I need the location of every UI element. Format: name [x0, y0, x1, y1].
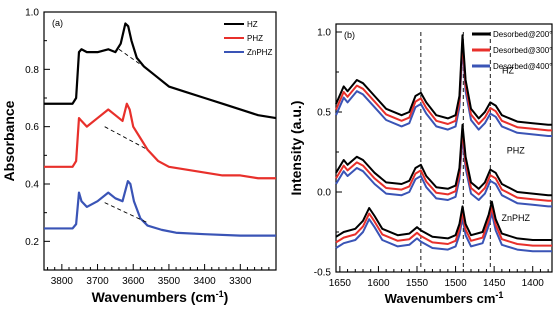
x-tick-label: 1500 [444, 278, 467, 289]
y-tick-label: 0.6 [25, 122, 39, 133]
y-tick-label: 0.4 [25, 180, 39, 191]
series-line-phz [44, 102, 276, 180]
x-axis-title: Wavenumbers (cm-1) [92, 289, 229, 305]
spectrum-phz-line [335, 135, 552, 208]
panel-label: (a) [52, 18, 63, 28]
sample-annotation: HZ [502, 66, 514, 76]
x-tick-label: 3700 [86, 276, 109, 287]
x-tick-label: 1650 [329, 278, 352, 289]
spectrum-hz-line [335, 34, 552, 126]
y-tick-label: 1.0 [317, 28, 331, 39]
panel-label: (b) [344, 30, 355, 40]
legend-label: Desorbed@200° [493, 30, 552, 39]
sample-annotation: ZnPHZ [501, 213, 530, 223]
baseline-dashed [104, 202, 148, 224]
y-tick-label: 0.2 [25, 237, 39, 248]
y-axis-title: Absorbance [1, 100, 17, 181]
x-tick-label: 3600 [122, 276, 145, 287]
spectrum-znphz-line [335, 200, 552, 241]
legend-label: HZ [247, 20, 258, 29]
series-line-hz [44, 22, 277, 120]
x-tick-label: 1450 [483, 278, 506, 289]
y-tick-label: 0.8 [25, 65, 39, 76]
panel-a-absorbance-chart: 3800 3700 3600 3500 3400 3300 0.2 0.4 0.6 0.8 1.0 (… [1, 8, 277, 305]
legend-label: Desorbed@400° [493, 62, 552, 71]
x-tick-label: 3400 [193, 276, 216, 287]
y-tick-label: 0.0 [317, 188, 331, 199]
legend-label: PHZ [247, 34, 263, 43]
spectrum-phz-line [335, 129, 552, 202]
x-tick-label: 1600 [367, 278, 390, 289]
legend-label: ZnPHZ [247, 48, 272, 57]
x-tick-label: 3300 [229, 276, 252, 287]
plot-frame [335, 23, 553, 273]
panel-b-intensity-chart: 1650 1600 1550 1500 1450 1400 -0.5 0.0 0.5 1.0 (b)… [288, 23, 553, 306]
spectrum-znphz-line [335, 206, 552, 247]
spectrum-hz-line [335, 39, 552, 132]
plot-frame [43, 11, 277, 271]
x-tick-label: 1400 [522, 278, 545, 289]
baseline-dashed [118, 48, 148, 70]
y-tick-label: -0.5 [314, 268, 332, 279]
legend-label: Desorbed@300° [493, 46, 552, 55]
spectrum-hz-line [335, 45, 552, 137]
x-tick-label: 3500 [158, 276, 181, 287]
x-tick-label: 1550 [406, 278, 429, 289]
x-tick-label: 3800 [51, 276, 74, 287]
x-axis-title: Wavenumbers cm-1 [385, 290, 504, 306]
series-line-znphz [44, 180, 276, 237]
spectrum-znphz-line [335, 211, 552, 253]
baseline-dashed [104, 126, 148, 150]
y-tick-label: 0.5 [317, 108, 331, 119]
y-tick-label: 1.0 [25, 8, 39, 19]
y-axis-title: Intensity (a.u.) [288, 101, 304, 196]
spectrum-phz-line [335, 123, 552, 197]
sample-annotation: PHZ [507, 146, 526, 156]
